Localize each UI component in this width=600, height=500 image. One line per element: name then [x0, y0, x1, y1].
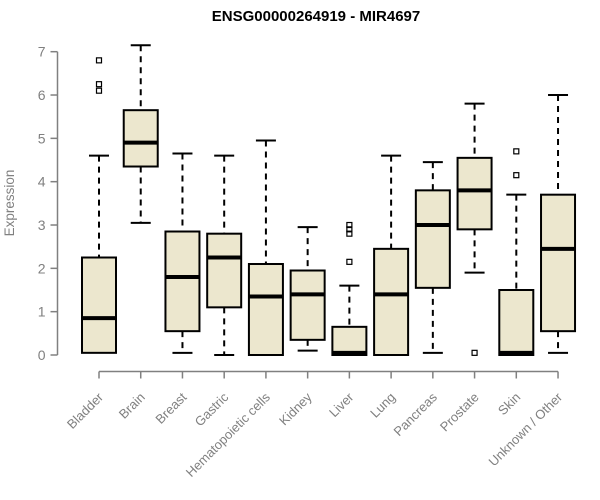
box-group-liver	[331, 221, 368, 357]
box-group-unknown-other	[540, 94, 577, 354]
outlier-point	[95, 87, 103, 94]
x-axis-category-label-liver: Liver	[326, 389, 357, 420]
box	[247, 263, 284, 356]
box	[331, 325, 368, 357]
x-axis-category-label-prostate: Prostate	[437, 390, 482, 435]
box	[289, 269, 326, 341]
box-group-gastric	[206, 154, 243, 356]
box-group-skin	[498, 148, 535, 357]
x-axis-category-label-bladder: Bladder	[64, 389, 107, 432]
box-group-lung	[373, 154, 410, 357]
x-axis-category-label-lung: Lung	[367, 390, 398, 421]
outlier-point	[513, 148, 520, 155]
box	[206, 232, 243, 309]
box-group-hematopoietic-cells	[247, 139, 284, 356]
x-axis-category-label-gastric: Gastric	[192, 389, 232, 429]
x-axis-category-label-brain: Brain	[116, 390, 148, 422]
y-axis-tick-label: 0	[38, 347, 46, 363]
box-group-pancreas	[414, 161, 451, 354]
y-axis-tick-label: 6	[38, 87, 46, 103]
outlier-point	[513, 172, 520, 179]
y-axis-tick-label: 7	[38, 44, 46, 60]
box	[122, 109, 159, 168]
y-axis-tick-label: 3	[38, 217, 46, 233]
box	[164, 230, 201, 333]
x-axis-category-label-unknown-other: Unknown / Other	[486, 389, 566, 469]
box-group-breast	[164, 152, 201, 354]
outlier-point	[95, 81, 103, 88]
box-group-brain	[122, 44, 159, 224]
x-axis-category-label-skin: Skin	[495, 390, 523, 418]
y-axis-tick-label: 1	[38, 304, 46, 320]
box-group-kidney	[289, 226, 326, 352]
box	[81, 256, 117, 354]
outlier-point	[471, 349, 478, 356]
box	[540, 193, 577, 333]
y-axis-label: Expression	[2, 170, 17, 237]
outlier-point	[346, 230, 353, 237]
box	[373, 247, 410, 357]
box-group-prostate	[456, 102, 493, 356]
y-axis-tick-label: 4	[38, 174, 46, 190]
boxes-group	[81, 44, 577, 357]
y-axis-tick-label: 5	[38, 130, 46, 146]
x-axis-category-label-kidney: Kidney	[276, 389, 315, 428]
x-axis-category-label-breast: Breast	[152, 389, 189, 426]
chart-title: ENSG00000264919 - MIR4697	[212, 8, 420, 25]
box	[498, 289, 535, 357]
box	[456, 156, 493, 231]
y-axis-tick-label: 2	[38, 260, 46, 276]
outlier-point	[346, 226, 353, 233]
box-group-bladder	[81, 57, 117, 354]
outlier-point	[346, 221, 353, 229]
box	[414, 189, 451, 289]
x-axis-category-label-pancreas: Pancreas	[391, 389, 441, 439]
outlier-point	[346, 258, 353, 265]
outlier-point	[95, 57, 103, 64]
